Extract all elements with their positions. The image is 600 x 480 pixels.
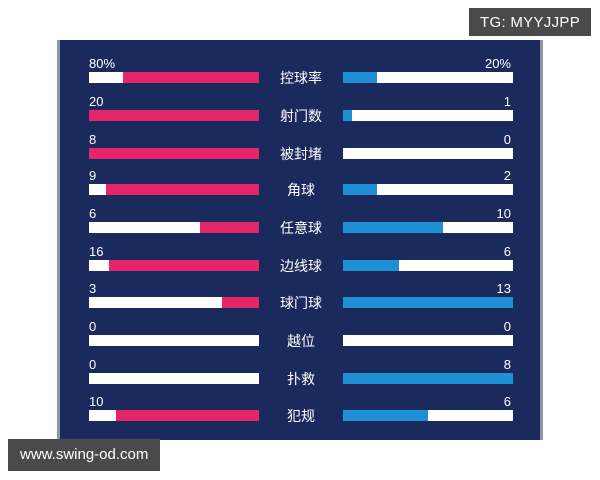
stat-label: 射门数 [280,109,322,125]
right-value: 8 [503,357,511,372]
left-value: 3 [89,281,97,296]
right-bar [343,148,513,159]
right-bar-fill [343,184,377,195]
right-value: 6 [503,394,511,409]
left-bar [89,373,259,384]
left-value: 0 [89,357,97,372]
left-value: 20 [89,94,104,109]
left-bar [89,148,259,159]
right-bar [343,260,513,271]
stat-label: 边线球 [280,259,322,275]
stat-label: 球门球 [280,296,322,312]
stat-label: 控球率 [280,71,322,87]
left-bar [89,222,259,233]
stat-row: 16 边线球 6 [60,244,540,282]
right-bar-fill [343,410,428,421]
left-bar-fill [89,110,259,121]
stat-row: 80% 控球率 20% [60,56,540,94]
stat-row: 20 射门数 1 [60,94,540,132]
right-value: 2 [503,168,511,183]
stat-row: 10 犯规 6 [60,394,540,432]
right-value: 20% [484,56,511,71]
stat-label: 任意球 [280,221,322,237]
right-value: 13 [496,281,511,296]
right-bar [343,297,513,308]
right-bar [343,222,513,233]
right-value: 6 [503,244,511,259]
right-bar-fill [343,373,513,384]
right-value: 10 [496,206,511,221]
stat-row: 0 扑救 8 [60,357,540,395]
right-bar [343,110,513,121]
left-bar [89,110,259,121]
left-value: 0 [89,319,97,334]
right-bar-fill [343,72,377,83]
stat-row: 6 任意球 10 [60,206,540,244]
left-value: 16 [89,244,104,259]
right-bar [343,72,513,83]
stat-row: 8 被封堵 0 [60,132,540,170]
left-bar [89,72,259,83]
left-value: 6 [89,206,97,221]
left-value: 10 [89,394,104,409]
left-bar-fill [123,72,259,83]
stat-label: 被封堵 [280,147,322,163]
stat-row: 3 球门球 13 [60,281,540,319]
stat-row: 9 角球 2 [60,168,540,206]
left-bar-fill [221,297,259,308]
right-bar-fill [343,297,513,308]
stat-label: 角球 [287,183,315,199]
right-value: 0 [503,132,511,147]
left-value: 8 [89,132,97,147]
right-bar [343,373,513,384]
left-bar [89,410,259,421]
left-bar [89,297,259,308]
right-value: 1 [503,94,511,109]
left-value: 9 [89,168,97,183]
right-bar-fill [343,222,444,233]
stat-row: 0 越位 0 [60,319,540,357]
right-value: 0 [503,319,511,334]
left-bar-fill [89,148,259,159]
stat-label: 越位 [287,334,315,350]
right-bar-fill [343,110,352,121]
stat-label: 扑救 [287,372,315,388]
right-bar [343,410,513,421]
watermark-site: www.swing-od.com [8,439,161,471]
left-bar-fill [106,184,259,195]
left-bar [89,260,259,271]
stat-label: 犯规 [287,409,315,425]
right-bar [343,184,513,195]
stats-panel: 80% 控球率 20% 20 射门数 1 8 被封堵 0 9 角球 2 6 任意球 10 16 边线球 6 3 球门球… [57,40,543,440]
right-bar-fill [343,260,400,271]
left-bar [89,335,259,346]
left-bar-fill [109,260,259,271]
left-bar-fill [116,410,259,421]
right-bar [343,335,513,346]
watermark-tg: TG: MYYJJPP [469,8,591,36]
left-bar [89,184,259,195]
left-value: 80% [89,56,116,71]
left-bar-fill [199,222,259,233]
